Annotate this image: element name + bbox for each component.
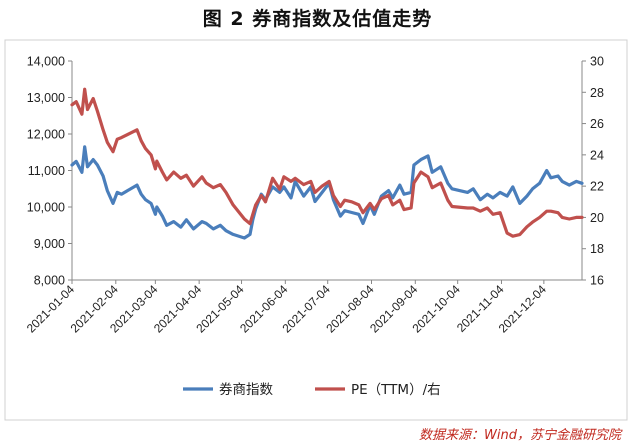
left-tick-label: 8,000 (34, 274, 65, 288)
left-tick-label: 10,000 (27, 201, 65, 215)
series-lines (70, 87, 584, 240)
chart-frame (4, 39, 628, 421)
right-tick-label: 26 (590, 117, 604, 131)
left-tick-label: 11,000 (28, 164, 65, 178)
right-tick-label: 18 (590, 242, 604, 256)
chart-title: 图 2 券商指数及估值走势 (202, 8, 433, 30)
right-tick-label: 30 (590, 55, 604, 69)
source-note: 数据来源：Wind，苏宁金融研究院 (419, 428, 621, 443)
legend-label: PE（TTM）/右 (351, 382, 441, 398)
right-tick-label: 28 (590, 86, 604, 100)
right-tick-label: 24 (590, 148, 604, 162)
legend-label: 券商指数 (219, 382, 273, 398)
left-tick-label: 13,000 (27, 91, 65, 105)
right-tick-label: 20 (590, 211, 604, 225)
right-tick-label: 22 (590, 180, 604, 194)
series-line-pe-ttm (70, 87, 584, 238)
series-line-brokerage-index (70, 145, 584, 240)
left-tick-label: 12,000 (27, 128, 65, 142)
left-tick-label: 14,000 (27, 55, 65, 69)
legend: 券商指数 PE（TTM）/右 (183, 382, 441, 398)
right-tick-label: 16 (590, 274, 604, 288)
left-tick-label: 9,000 (34, 237, 65, 251)
